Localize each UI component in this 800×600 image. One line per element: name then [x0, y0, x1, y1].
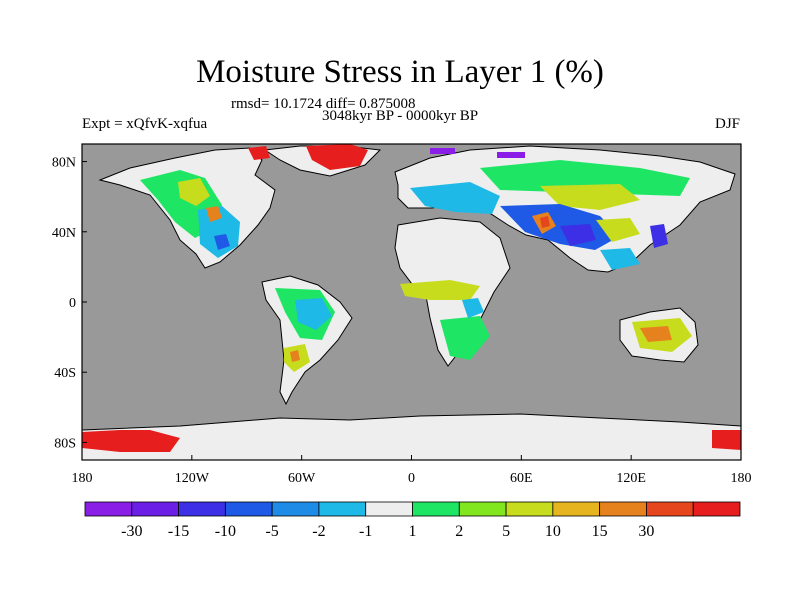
patch-north-america-orange — [206, 206, 222, 222]
colorbar: -30 -15 -10 -5 -2 -1 1 2 5 10 15 30 — [84, 501, 741, 540]
colorbar-swatch — [224, 501, 273, 517]
patch-north-america-yellow — [178, 178, 210, 206]
colorbar-swatch — [271, 501, 320, 517]
patch-antarctica-red-east — [712, 430, 741, 450]
patch-siberia-green — [480, 160, 690, 196]
time-period-label: 3048kyr BP - 0000kyr BP — [322, 108, 479, 124]
lon-tick-label: 180 — [72, 471, 93, 486]
lon-tick-label: 0 — [408, 471, 415, 486]
patch-southern-africa-green — [440, 316, 490, 360]
antarctica-landmass — [82, 413, 741, 460]
patch-tibet-red — [540, 216, 550, 228]
colorbar-label: 30 — [638, 523, 654, 540]
lat-tick-label: 40N — [52, 226, 76, 241]
colorbar-label: -1 — [359, 523, 372, 540]
colorbar-label: -5 — [265, 523, 278, 540]
lat-tick-label: 40S — [54, 366, 76, 381]
lon-tick-label: 180 — [731, 471, 752, 486]
colorbar-swatch — [178, 501, 226, 517]
patch-australia-orange — [640, 326, 672, 342]
patch-sahel-yellow — [400, 280, 480, 300]
colorbar-label: -10 — [215, 523, 236, 540]
patch-south-america-blue — [295, 298, 332, 330]
lat-tick-label: 80S — [54, 436, 76, 451]
lat-tick-label: 0 — [69, 296, 76, 311]
patch-arctic-purple-2 — [497, 152, 525, 158]
patch-japan-blue — [650, 224, 668, 248]
colorbar-swatch — [131, 501, 179, 517]
patch-antarctica-red-west — [82, 430, 180, 452]
latitude-axis: 80N 40N 0 40S 80S — [52, 156, 87, 451]
lon-tick-label: 60W — [288, 471, 316, 486]
rmsd-diff-statistics: rmsd= 10.1724 diff= 0.875008 — [231, 96, 416, 112]
colorbar-label: -15 — [168, 523, 189, 540]
colorbar-label: 10 — [545, 523, 561, 540]
colorbar-label: 2 — [455, 523, 463, 540]
patch-greenland-red — [306, 144, 368, 170]
colorbar-swatch — [318, 501, 367, 517]
lat-tick-label: 80N — [52, 156, 76, 171]
patch-europe-blue — [410, 182, 500, 214]
colorbar-swatch — [412, 501, 460, 517]
patch-east-asia-yellow — [596, 218, 640, 242]
patch-arctic-purple-1 — [430, 148, 455, 154]
lon-tick-label: 120W — [175, 471, 210, 486]
lon-tick-label: 60E — [510, 471, 533, 486]
season-label: DJF — [714, 116, 740, 132]
colorbar-label: 1 — [409, 523, 417, 540]
patch-east-asia-blue — [560, 224, 596, 246]
moisture-stress-patches — [82, 144, 741, 452]
patch-east-asia-cyan — [600, 248, 640, 270]
colorbar-swatch — [84, 501, 133, 517]
patch-east-africa-blue — [462, 298, 484, 318]
patch-south-america-orange — [290, 350, 300, 362]
colorbar-label: 15 — [592, 523, 608, 540]
colorbar-label: -2 — [312, 523, 325, 540]
colorbar-swatch — [365, 501, 413, 517]
colorbar-swatch — [458, 501, 507, 517]
patch-north-america-dark-blue — [214, 234, 230, 250]
colorbar-label: -30 — [121, 523, 142, 540]
longitude-axis: 180 120W 60W 0 60E 120E 180 — [72, 455, 752, 486]
experiment-label: Expt = xQfvK-xqfua — [82, 116, 208, 132]
colorbar-label: 5 — [502, 523, 510, 540]
map-title: Moisture Stress in Layer 1 (%) — [196, 54, 604, 90]
colorbar-swatch — [646, 501, 694, 517]
patch-north-canada-red — [248, 146, 270, 160]
colorbar-swatch — [599, 501, 647, 517]
lon-tick-label: 120E — [616, 471, 646, 486]
patch-asia-yellow — [540, 184, 640, 210]
colorbar-swatch — [552, 501, 601, 517]
colorbar-swatch — [505, 501, 554, 517]
colorbar-swatch — [692, 501, 741, 517]
